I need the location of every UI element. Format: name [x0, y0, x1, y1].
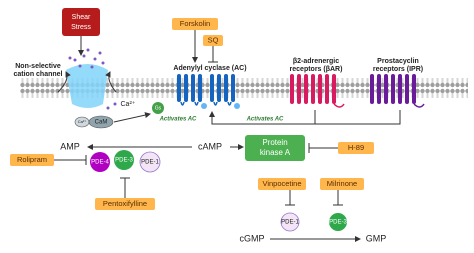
ion-label: Ca²⁺ [78, 119, 87, 124]
ipr-label: receptors (IPR) [373, 66, 423, 73]
pde-label: PDE-1 [281, 220, 299, 226]
pka-label: Protein [262, 138, 287, 147]
pentoxifylline-box [95, 198, 155, 210]
membrane [20, 77, 468, 99]
pde-label: PDE-1 [141, 160, 159, 166]
bar-label: receptors (βAR) [290, 66, 343, 73]
adenylyl-cyclase [177, 74, 240, 109]
ipr-label: Prostacyclin [377, 58, 419, 65]
inhibition [54, 155, 87, 165]
inhibition [308, 143, 338, 153]
activates-label: Activates AC [159, 117, 197, 123]
pde-3 [329, 213, 347, 231]
sq-box [203, 35, 223, 46]
label: Non-selective [15, 63, 61, 70]
ac-label: Adenylyl cyclase (AC) [173, 65, 246, 72]
gs-protein [152, 102, 164, 114]
pentoxifylline: Pentoxifylline [103, 199, 147, 208]
prostacyclin-receptor [370, 74, 425, 108]
arrow [209, 110, 401, 125]
pde-label: PDE-3 [329, 220, 347, 226]
pde-4 [90, 152, 110, 172]
pde-3 [114, 150, 134, 170]
pka-box [245, 135, 305, 161]
label: cation channel [13, 71, 62, 78]
forskolin-box [172, 18, 218, 30]
pka-label: kinase A [260, 148, 291, 157]
cam-label: CaM [95, 120, 108, 126]
inhibition [285, 190, 295, 206]
pde-1 [139, 151, 161, 173]
cation-channel: Non-selective cation channel Ca²⁺ Ca²⁺ C… [13, 48, 151, 129]
inhibition [208, 46, 218, 63]
pde-label: PDE-3 [115, 158, 133, 164]
activates-label: Activates AC [246, 117, 284, 123]
rolipram: Rolipram [17, 155, 47, 164]
shear-stress: Shear Stress [62, 8, 100, 56]
gs-label: Gs [155, 105, 162, 111]
label: Shear [72, 14, 91, 21]
h89-box [338, 142, 374, 154]
forskolin: Forskolin [180, 19, 210, 28]
pde-1 [280, 212, 300, 232]
rolipram-box [10, 154, 54, 166]
milrinone-box [320, 178, 364, 190]
pde-label: PDE-4 [91, 160, 109, 166]
sq: SQ [208, 35, 219, 44]
amp: AMP [60, 141, 80, 151]
h89: H-89 [348, 143, 364, 152]
milrinone: Milrinone [327, 179, 357, 188]
inhibition [120, 177, 130, 198]
cgmp: cGMP [239, 233, 264, 243]
vinpocetine-box [258, 178, 306, 190]
inhibition [333, 190, 343, 206]
bar-label: β2-adrenergic [293, 58, 339, 65]
vinpocetine: Vinpocetine [262, 179, 301, 188]
gmp: GMP [366, 233, 387, 243]
beta-receptor [290, 74, 345, 108]
ion-label: Ca²⁺ [121, 101, 136, 108]
camp: cAMP [198, 141, 222, 151]
label: Stress [71, 24, 91, 31]
